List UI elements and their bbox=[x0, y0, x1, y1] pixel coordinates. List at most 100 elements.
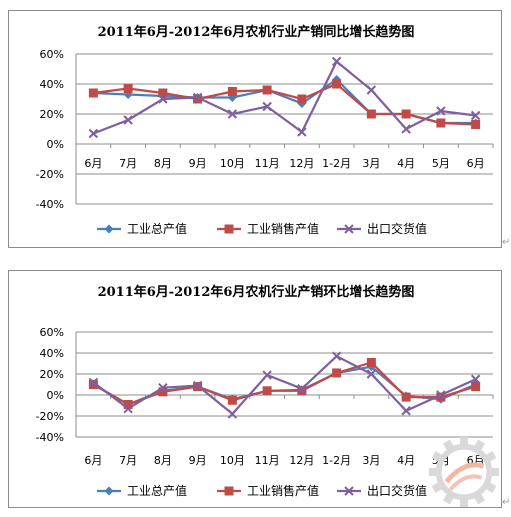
gear-tooth bbox=[473, 492, 485, 505]
yoy-chart-panel: 2011年6月-2012年6月农机行业产销同比增长趋势图 60% 40% 20% 0% -… bbox=[8, 10, 502, 248]
industrial-sales-point bbox=[436, 392, 446, 402]
industrial-sales-point bbox=[297, 386, 307, 396]
y-tick-label: -40% bbox=[36, 431, 64, 444]
industrial-sales-point bbox=[123, 399, 133, 409]
industrial-sales-point bbox=[436, 118, 446, 128]
paragraph-mark: ↵ bbox=[502, 497, 511, 508]
industrial-output-legend-marker bbox=[104, 486, 114, 496]
x-tick-label: 11月 bbox=[255, 157, 280, 170]
x-tick-label: 7月 bbox=[119, 157, 137, 170]
mom-chart: 2011年6月-2012年6月农机行业产销环比增长趋势图 60% 40% 20% 0% -… bbox=[36, 284, 494, 498]
y-tick-label: 20% bbox=[40, 368, 64, 381]
x-tick-label: 5月 bbox=[432, 157, 450, 170]
export-delivery-point bbox=[227, 109, 238, 119]
x-tick-label: 3月 bbox=[362, 454, 380, 467]
industrial-sales-point bbox=[88, 88, 98, 98]
x-tick-label: 9月 bbox=[189, 454, 207, 467]
industrial-sales-legend-label: 工业销售产值 bbox=[247, 221, 319, 236]
gear-tooth bbox=[431, 481, 444, 493]
gear-tooth bbox=[489, 468, 500, 476]
export-delivery-point bbox=[88, 128, 99, 139]
export-delivery-point bbox=[470, 110, 481, 121]
watermark-gear-logo bbox=[428, 436, 500, 508]
x-tick-label: 9月 bbox=[189, 157, 207, 170]
industrial-sales-legend-marker bbox=[224, 224, 234, 234]
y-tick-label: 0% bbox=[47, 389, 64, 402]
industrial-output-legend-label: 工业总产值 bbox=[127, 483, 187, 498]
mom-chart-panel: 2011年6月-2012年6月农机行业产销环比增长趋势图 60% 40% 20% 0% -… bbox=[8, 270, 502, 508]
export-delivery-point bbox=[436, 106, 446, 116]
industrial-sales-point bbox=[227, 395, 237, 405]
gear-tooth bbox=[460, 497, 468, 508]
gear-tooth bbox=[428, 468, 439, 476]
export-delivery-point bbox=[331, 351, 342, 361]
y-tick-label: -20% bbox=[36, 168, 64, 181]
y-tick-label: 60% bbox=[40, 48, 64, 61]
y-tick-label: -40% bbox=[36, 198, 64, 211]
export-delivery-point bbox=[262, 370, 272, 380]
industrial-sales-point bbox=[332, 368, 342, 378]
export-delivery-point bbox=[366, 369, 377, 379]
industrial-sales-point bbox=[332, 79, 342, 89]
gear-tooth bbox=[484, 451, 497, 463]
export-delivery-point bbox=[158, 94, 168, 104]
gear-tooth bbox=[473, 439, 485, 452]
industrial-sales-line bbox=[93, 82, 476, 126]
industrial-output-legend-marker bbox=[104, 224, 114, 234]
export-delivery-point bbox=[158, 382, 168, 393]
x-tick-label: 4月 bbox=[397, 157, 415, 170]
export-delivery-point bbox=[192, 92, 203, 103]
chart-title: 2011年6月-2012年6月农机行业产销同比增长趋势图 bbox=[98, 24, 415, 40]
industrial-sales-point bbox=[227, 87, 237, 96]
export-delivery-legend-label: 出口交货值 bbox=[367, 221, 427, 236]
gear-tooth bbox=[443, 492, 455, 505]
industrial-sales-point bbox=[158, 387, 168, 397]
y-tick-label: 60% bbox=[40, 326, 64, 339]
export-delivery-line bbox=[93, 59, 476, 135]
x-tick-label: 10月 bbox=[220, 157, 245, 170]
export-delivery-point bbox=[436, 390, 446, 400]
x-tick-label: 7月 bbox=[119, 454, 137, 467]
export-delivery-point bbox=[401, 124, 411, 134]
industrial-output-legend-label: 工业总产值 bbox=[127, 221, 187, 236]
x-tick-label: 12月 bbox=[289, 454, 314, 467]
export-delivery-point bbox=[297, 127, 307, 137]
industrial-sales-point bbox=[471, 120, 481, 129]
x-tick-label: 4月 bbox=[397, 454, 415, 467]
industrial-sales-point bbox=[88, 380, 98, 389]
industrial-sales-point bbox=[193, 94, 203, 104]
x-tick-label: 6月 bbox=[84, 157, 102, 170]
industrial-sales-line bbox=[92, 361, 476, 406]
industrial-sales-point bbox=[471, 382, 481, 392]
x-tick-label: 3月 bbox=[362, 157, 380, 170]
yoy-chart: 2011年6月-2012年6月农机行业产销同比增长趋势图 60% 40% 20% 0% -… bbox=[36, 24, 494, 236]
export-delivery-point bbox=[331, 56, 342, 67]
y-tick-label: 40% bbox=[40, 78, 64, 91]
gear-tooth bbox=[443, 439, 455, 452]
industrial-sales-point bbox=[401, 109, 411, 119]
industrial-sales-point bbox=[262, 386, 272, 396]
industrial-sales-point bbox=[366, 357, 376, 367]
y-tick-label: -20% bbox=[36, 410, 64, 423]
gear-tooth bbox=[460, 436, 468, 447]
export-delivery-point bbox=[227, 409, 238, 419]
export-delivery-point bbox=[123, 403, 133, 414]
x-tick-label: 1-2月 bbox=[322, 454, 351, 467]
x-tick-label: 10月 bbox=[220, 454, 245, 467]
export-delivery-legend-marker bbox=[344, 486, 354, 496]
export-delivery-legend-marker bbox=[344, 224, 354, 234]
x-tick-label: 11月 bbox=[255, 454, 280, 467]
export-delivery-point bbox=[401, 406, 411, 416]
x-tick-label: 6月 bbox=[84, 454, 102, 467]
export-delivery-point bbox=[366, 85, 377, 95]
x-tick-label: 1-2月 bbox=[322, 157, 351, 170]
industrial-sales-legend-label: 工业销售产值 bbox=[247, 483, 319, 498]
industrial-sales-point bbox=[123, 84, 133, 93]
export-delivery-point bbox=[470, 374, 481, 384]
export-delivery-point bbox=[262, 101, 272, 112]
y-tick-label: 0% bbox=[47, 138, 64, 151]
industrial-sales-point bbox=[262, 85, 272, 95]
export-delivery-line bbox=[92, 354, 477, 416]
export-delivery-point bbox=[123, 115, 133, 125]
y-tick-label: 40% bbox=[40, 347, 64, 360]
